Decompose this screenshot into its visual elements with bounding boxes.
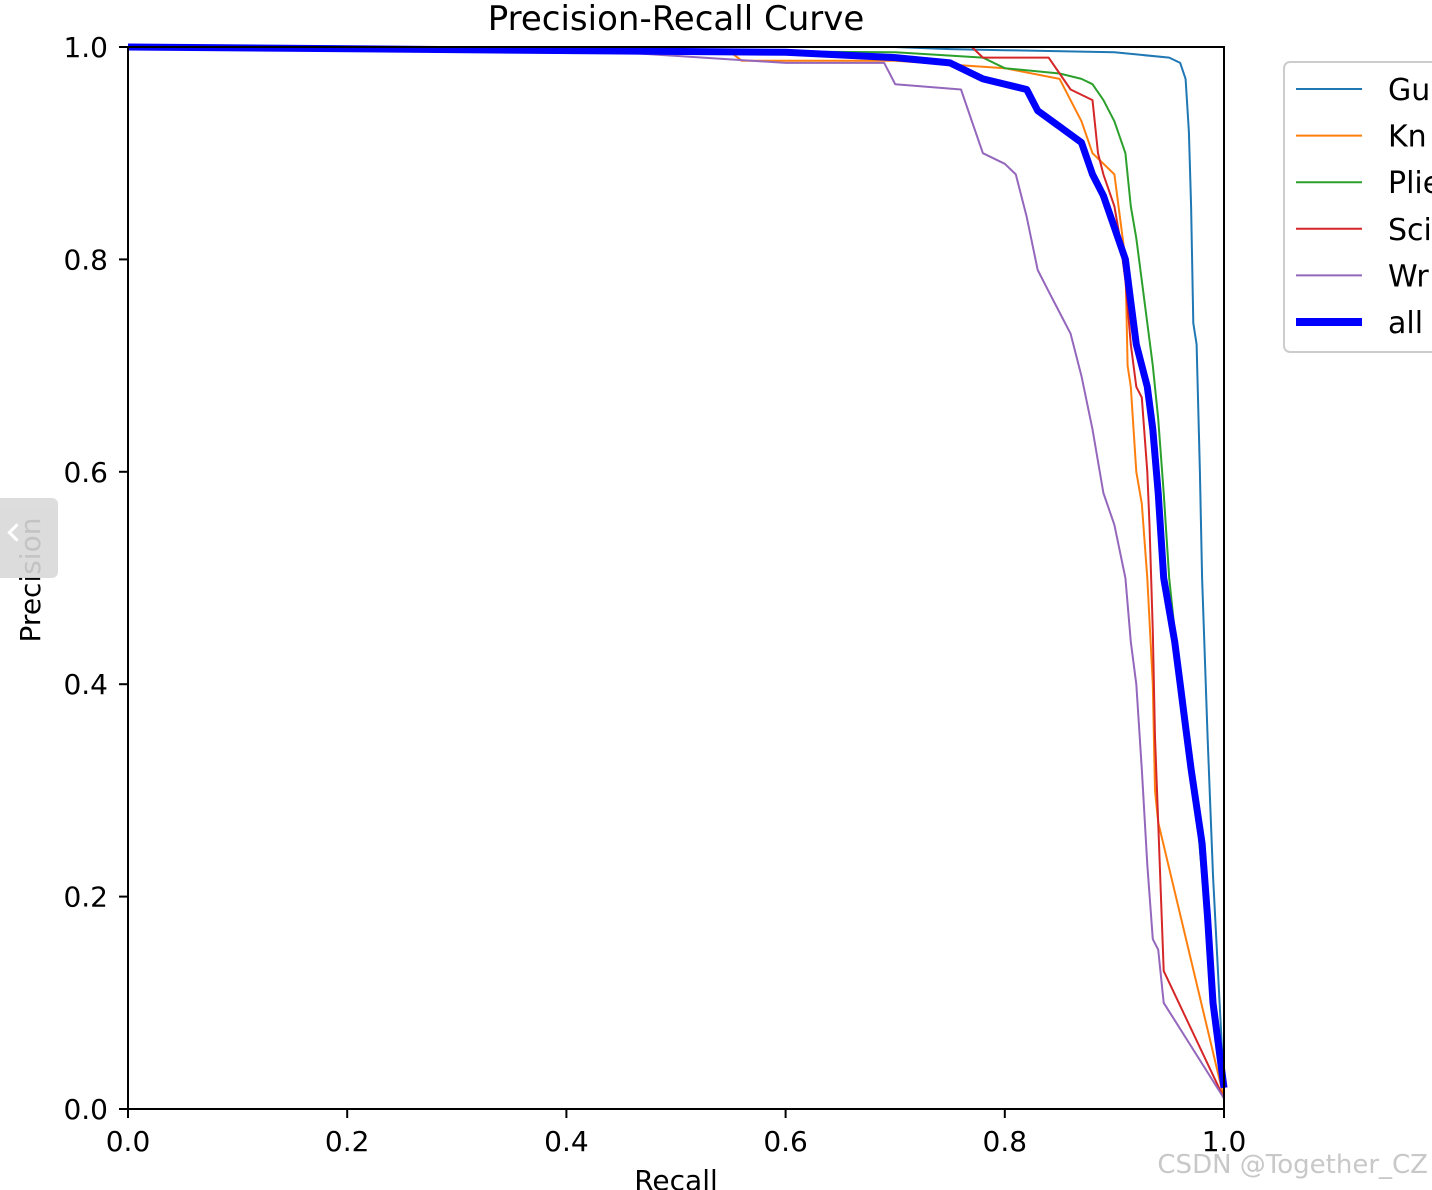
x-tick-label: 0.8 — [983, 1125, 1028, 1158]
legend-entry: Kn — [1388, 120, 1427, 155]
legend-entry: Gu — [1388, 73, 1430, 108]
legend-entry: all — [1388, 306, 1423, 341]
legend-entry: Sci — [1388, 213, 1432, 248]
watermark: CSDN @Together_CZ — [1157, 1150, 1428, 1180]
legend-entry: Wr — [1388, 259, 1429, 294]
legend-entry: Plie — [1388, 166, 1432, 201]
x-axis: 0.0 0.2 0.4 0.6 0.8 1.0 — [106, 1109, 1247, 1158]
series-line-sci — [128, 46, 1225, 1099]
x-tick-label: 0.0 — [106, 1125, 151, 1158]
chevron-left-icon — [7, 523, 26, 542]
x-tick-label: 0.4 — [544, 1125, 589, 1158]
x-axis-label: Recall — [634, 1164, 718, 1190]
collapse-side-tab[interactable] — [0, 498, 58, 578]
plot-frame — [127, 46, 1225, 1110]
series-line-wr — [127, 46, 1225, 1099]
x-tick-label: 1.0 — [1202, 1125, 1247, 1158]
series-line-gu — [128, 46, 1225, 1088]
plot-area — [127, 43, 1228, 1110]
legend: Gu Kn Plie Sci Wr all — [1283, 61, 1432, 353]
series-line-all — [127, 43, 1228, 1089]
y-tick-label: 0.4 — [63, 668, 108, 701]
chart-title: Precision-Recall Curve — [488, 0, 865, 39]
legend-box — [1283, 61, 1432, 353]
series-line-kn — [127, 46, 1225, 1099]
y-tick-label: 0.8 — [63, 243, 108, 276]
y-tick-label: 0.6 — [63, 456, 108, 489]
y-axis: 0.0 0.2 0.4 0.6 0.8 1.0 — [63, 31, 128, 1126]
y-tick-label: 0.2 — [63, 881, 108, 914]
x-tick-label: 0.6 — [763, 1125, 808, 1158]
y-tick-label: 0.0 — [63, 1093, 108, 1126]
series-line-plie — [127, 46, 1225, 1088]
x-tick-label: 0.2 — [325, 1125, 370, 1158]
y-tick-label: 1.0 — [63, 31, 108, 64]
